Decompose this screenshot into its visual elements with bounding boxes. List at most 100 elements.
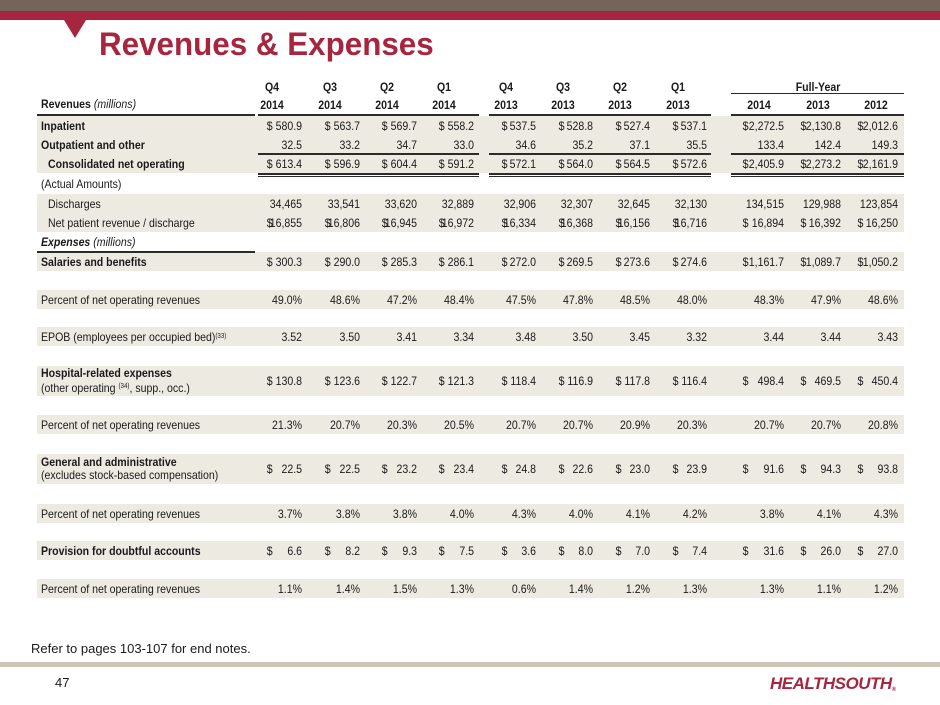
cell-value: 48.0% xyxy=(677,292,707,307)
section-header-revenues: Revenues (millions) xyxy=(41,94,136,113)
cell-value: 2,272.5 xyxy=(748,118,784,133)
dollar-sign: $ xyxy=(266,374,273,388)
cell-value: 22.5 xyxy=(339,462,360,476)
table-cell: 1.2% xyxy=(858,579,898,598)
cell-value: 34.6 xyxy=(515,137,536,152)
row-label-text: Outpatient and other xyxy=(41,137,145,152)
cell-value: 20.7% xyxy=(811,417,841,432)
dollar-sign: $ xyxy=(558,215,565,230)
cell-value: 2,012.6 xyxy=(862,118,898,133)
cell-value: 32,645 xyxy=(617,196,650,211)
row-shading xyxy=(37,415,904,434)
table-cell: $16,250 xyxy=(858,213,898,232)
table-cell: 4.0% xyxy=(559,504,593,523)
cell-value: 596.9 xyxy=(333,156,360,171)
column-header-year: 2014 xyxy=(318,98,342,112)
table-cell: $572.1 xyxy=(502,154,536,173)
cell-value: 591.2 xyxy=(447,156,474,171)
table-cell: 20.7% xyxy=(559,415,593,434)
dollar-sign: $ xyxy=(381,215,388,230)
row-label: Discharges xyxy=(48,194,101,213)
dollar-sign: $ xyxy=(324,543,331,558)
cell-value: 47.5% xyxy=(506,292,536,307)
page-number: 47 xyxy=(55,675,70,690)
column-header-year: 2014 xyxy=(260,98,284,112)
row-label-text: Consolidated net operating xyxy=(48,156,185,171)
cell-value: 134,515 xyxy=(745,196,784,211)
table-cell: $23.9 xyxy=(673,454,707,484)
column-header-year: 2013 xyxy=(608,98,632,112)
dollar-sign: $ xyxy=(438,462,445,476)
cell-value: 6.6 xyxy=(287,543,302,558)
cell-value: 33.0 xyxy=(453,137,474,152)
row-shading xyxy=(37,290,904,309)
row-shading xyxy=(37,252,904,271)
dollar-sign: $ xyxy=(742,254,749,269)
cell-value: 4.2% xyxy=(682,506,707,521)
column-header-year: 2013 xyxy=(806,98,830,112)
table-cell: 33,620 xyxy=(382,194,417,213)
cell-value: 3.8% xyxy=(335,506,360,521)
cell-value: 1.3% xyxy=(682,581,707,596)
cell-value: 47.9% xyxy=(811,292,841,307)
table-cell: $22.5 xyxy=(325,454,360,484)
dollar-sign: $ xyxy=(742,215,749,230)
table-cell: 134,515 xyxy=(743,194,784,213)
cell-value: 20.5% xyxy=(444,417,474,432)
dollar-sign: $ xyxy=(501,215,508,230)
cell-value: 604.4 xyxy=(390,156,417,171)
row-shading xyxy=(37,327,904,346)
table-row: Inpatient $580.9 $563.7 $569.7 $558.2 $537.5 $… xyxy=(0,116,940,135)
table-cell: $527.4 xyxy=(616,116,650,135)
table-cell: $273.6 xyxy=(616,252,650,271)
cell-value: 0.6% xyxy=(511,581,536,596)
cell-value: 1.2% xyxy=(873,581,898,596)
cell-value: 31.6 xyxy=(763,543,784,558)
table-cell: $8.2 xyxy=(325,541,360,560)
row-label-detail: (excludes stock-based compensation) xyxy=(41,469,218,482)
cell-value: 3.41 xyxy=(396,329,417,344)
row-label-title: Hospital-related expenses xyxy=(41,366,172,380)
cell-value: 3.7% xyxy=(277,506,302,521)
dollar-sign: $ xyxy=(615,215,622,230)
table-cell: $272.0 xyxy=(502,252,536,271)
table-cell: 133.4 xyxy=(743,135,784,154)
column-header-year: 2013 xyxy=(666,98,690,112)
total-double-rule-bottom xyxy=(731,176,904,177)
cell-value: 3.34 xyxy=(453,329,474,344)
cell-value: 1,050.2 xyxy=(862,254,898,269)
cell-value: 2,273.2 xyxy=(805,156,841,171)
row-label-title: General and administrative xyxy=(41,455,177,469)
table-cell: 47.8% xyxy=(559,290,593,309)
table-cell: 20.7% xyxy=(801,415,841,434)
table-cell: $130.8 xyxy=(267,366,302,396)
cell-value: 3.52 xyxy=(281,329,302,344)
cell-value: 20.8% xyxy=(868,417,898,432)
table-cell: $469.5 xyxy=(801,366,841,396)
table-cell: $450.4 xyxy=(858,366,898,396)
table-cell: $16,806 xyxy=(325,213,360,232)
cell-value: 8.0 xyxy=(578,543,593,558)
cell-value: 16,156 xyxy=(617,215,650,230)
dollar-sign: $ xyxy=(857,156,864,171)
table-cell: 1.1% xyxy=(801,579,841,598)
header-top-band xyxy=(0,0,940,11)
dollar-sign: $ xyxy=(672,374,679,388)
table-cell: $528.8 xyxy=(559,116,593,135)
table-cell: 35.2 xyxy=(559,135,593,154)
cell-value: 269.5 xyxy=(566,254,593,269)
row-label-text: Salaries and benefits xyxy=(41,254,147,269)
column-header-year: 2014 xyxy=(747,98,771,112)
column-header-row: Revenues (millions) xyxy=(0,94,940,113)
cell-value: 35.5 xyxy=(686,137,707,152)
cell-value: 3.50 xyxy=(339,329,360,344)
table-cell: $2,405.9 xyxy=(743,154,784,173)
table-cell: 32,906 xyxy=(502,194,536,213)
table-cell: 1.4% xyxy=(559,579,593,598)
table-cell: $1,050.2 xyxy=(858,252,898,271)
table-row: Discharges 34,465 33,541 33,620 32,889 32,906… xyxy=(0,194,940,213)
cell-value: 1,089.7 xyxy=(805,254,841,269)
table-cell: $26.0 xyxy=(801,541,841,560)
cell-value: 3.8% xyxy=(759,506,784,521)
cell-value: 23.9 xyxy=(686,462,707,476)
